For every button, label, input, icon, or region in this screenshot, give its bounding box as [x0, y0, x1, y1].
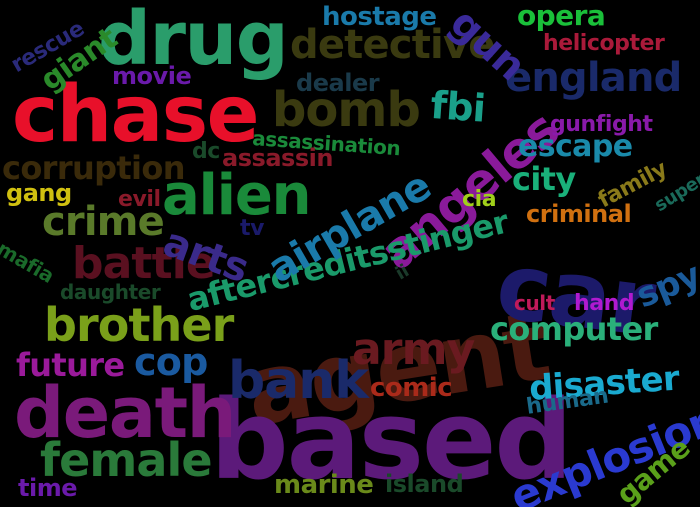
- word-chase: chase: [12, 70, 259, 160]
- word-dc: dc: [192, 139, 220, 164]
- word-cia: cia: [462, 187, 497, 212]
- word-marine: marine: [274, 470, 374, 500]
- word-based: based: [210, 376, 573, 504]
- word-movie: movie: [112, 62, 192, 90]
- word-comic: comic: [370, 373, 453, 403]
- word-battle: battle: [72, 238, 216, 289]
- word-assassin: assassin: [222, 144, 334, 172]
- word-criminal: criminal: [526, 200, 632, 228]
- word-tv: tv: [240, 216, 264, 241]
- word-drug: drug: [98, 0, 289, 82]
- word-army: army: [352, 324, 475, 375]
- word-gang: gang: [6, 179, 72, 207]
- word-fbi: fbi: [429, 83, 487, 131]
- word-helicopter: helicopter: [543, 31, 665, 56]
- word-time: time: [18, 474, 78, 502]
- word-crime: crime: [42, 199, 165, 245]
- word-opera: opera: [517, 0, 606, 32]
- word-hostage: hostage: [322, 2, 437, 32]
- word-england: england: [505, 55, 682, 101]
- word-bank: bank: [228, 351, 369, 411]
- word-evil: evil: [118, 187, 161, 212]
- word-island: island: [385, 470, 464, 498]
- word-escape: escape: [518, 129, 633, 164]
- word-computer: computer: [490, 310, 658, 348]
- word-female: female: [40, 433, 213, 487]
- word-corruption: corruption: [2, 149, 185, 187]
- word-alien: alien: [162, 163, 312, 228]
- word-city: city: [512, 160, 576, 198]
- word-mafia: mafia: [0, 236, 59, 288]
- word-death: death: [14, 372, 237, 454]
- word-cop: cop: [134, 340, 208, 384]
- word-cult: cult: [514, 291, 555, 315]
- word-daughter: daughter: [60, 280, 161, 304]
- word-hand: hand: [574, 291, 635, 316]
- word-dealer: dealer: [296, 69, 380, 97]
- word-future: future: [16, 346, 125, 384]
- word-brother: brother: [44, 298, 234, 352]
- word-bomb: bomb: [272, 82, 421, 138]
- word-gunfight: gunfight: [550, 112, 653, 137]
- word-detective: detective: [290, 22, 495, 68]
